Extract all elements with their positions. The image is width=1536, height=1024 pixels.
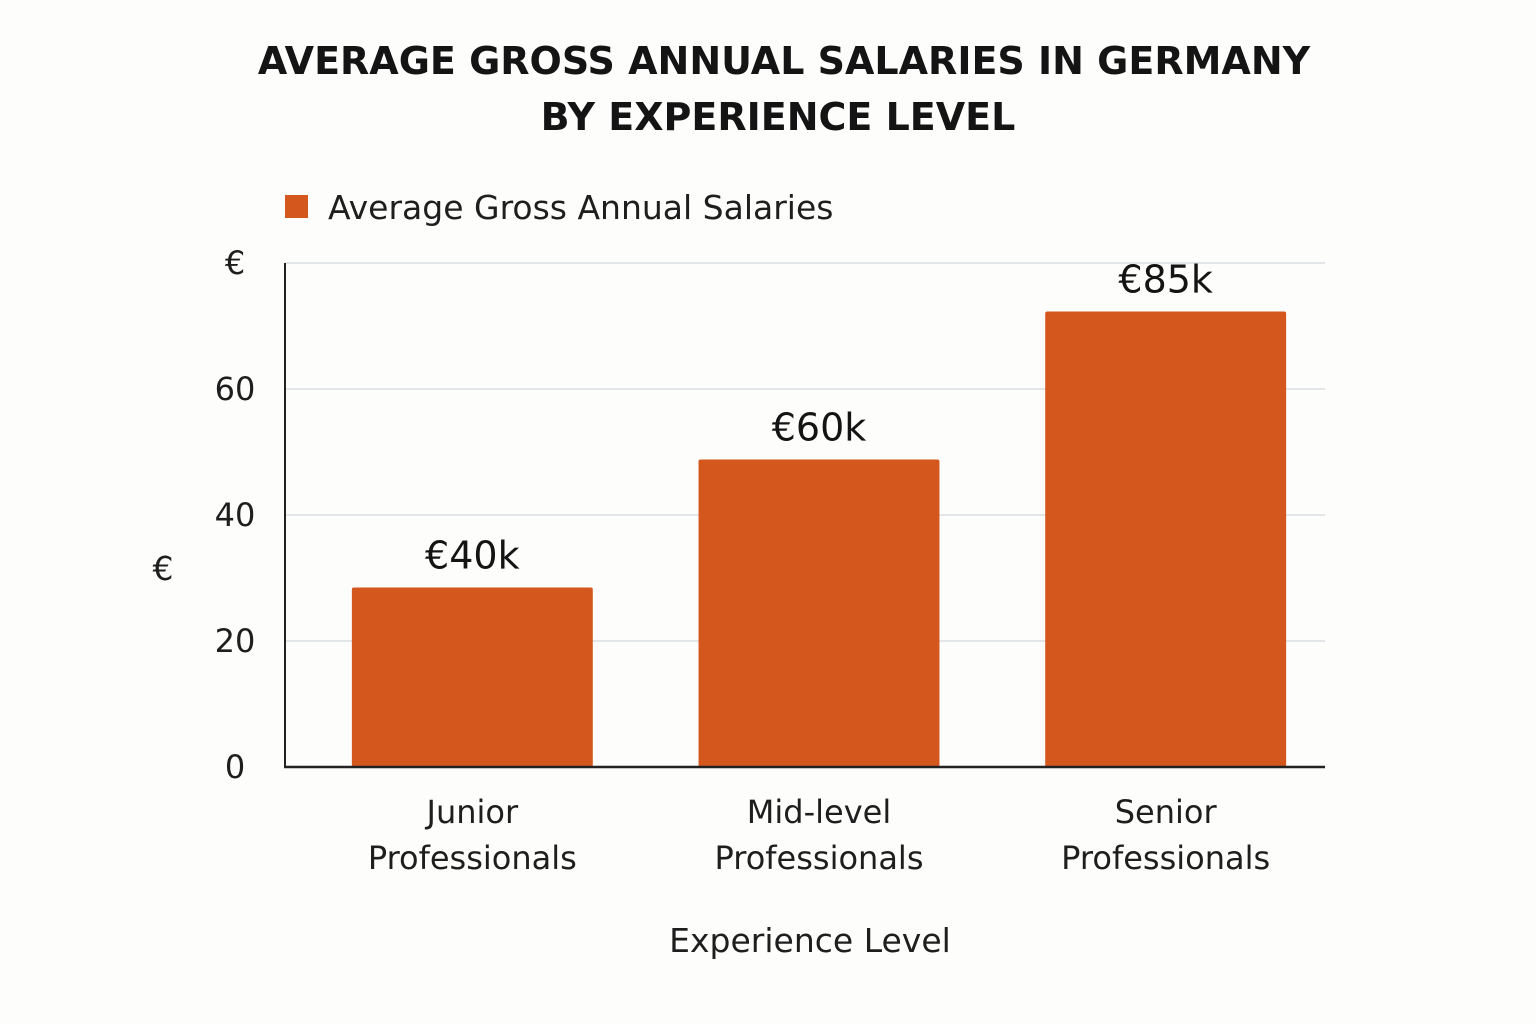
bar bbox=[698, 459, 940, 767]
legend: Average Gross Annual Salaries bbox=[285, 188, 833, 227]
data-labels: €40k €60k €85k bbox=[425, 258, 1213, 578]
bar-data-label: €60k bbox=[772, 406, 867, 450]
y-tick-label: € bbox=[225, 244, 245, 282]
x-category-label: Senior bbox=[1115, 793, 1218, 831]
bar bbox=[1045, 311, 1287, 767]
y-tick-label: 60 bbox=[215, 370, 256, 408]
y-axis-ticks: 0 20 40 60 € bbox=[215, 244, 256, 786]
bar bbox=[351, 587, 593, 767]
y-tick-label: 40 bbox=[215, 496, 256, 534]
bars bbox=[351, 311, 1287, 767]
y-tick-label: 20 bbox=[215, 622, 256, 660]
x-category-label: Mid-level bbox=[747, 793, 891, 831]
x-category-label: Professionals bbox=[1061, 839, 1270, 877]
legend-label: Average Gross Annual Salaries bbox=[328, 188, 833, 227]
x-category-label: Professionals bbox=[715, 839, 924, 877]
chart-title-line-2: BY EXPERIENCE LEVEL bbox=[541, 95, 1016, 139]
legend-swatch bbox=[285, 195, 308, 218]
bar-data-label: €40k bbox=[425, 533, 520, 577]
x-category-label: Junior bbox=[425, 793, 519, 831]
chart-title-line-1: AVERAGE GROSS ANNUAL SALARIES IN GERMANY bbox=[258, 39, 1311, 83]
x-category-label: Professionals bbox=[368, 839, 577, 877]
y-axis-title: € bbox=[153, 549, 174, 588]
y-tick-label: 0 bbox=[225, 748, 245, 786]
x-axis-title: Experience Level bbox=[669, 921, 951, 960]
bar-data-label: €85k bbox=[1118, 258, 1213, 302]
x-axis-categories: Junior Professionals Mid-level Professional… bbox=[368, 793, 1270, 877]
